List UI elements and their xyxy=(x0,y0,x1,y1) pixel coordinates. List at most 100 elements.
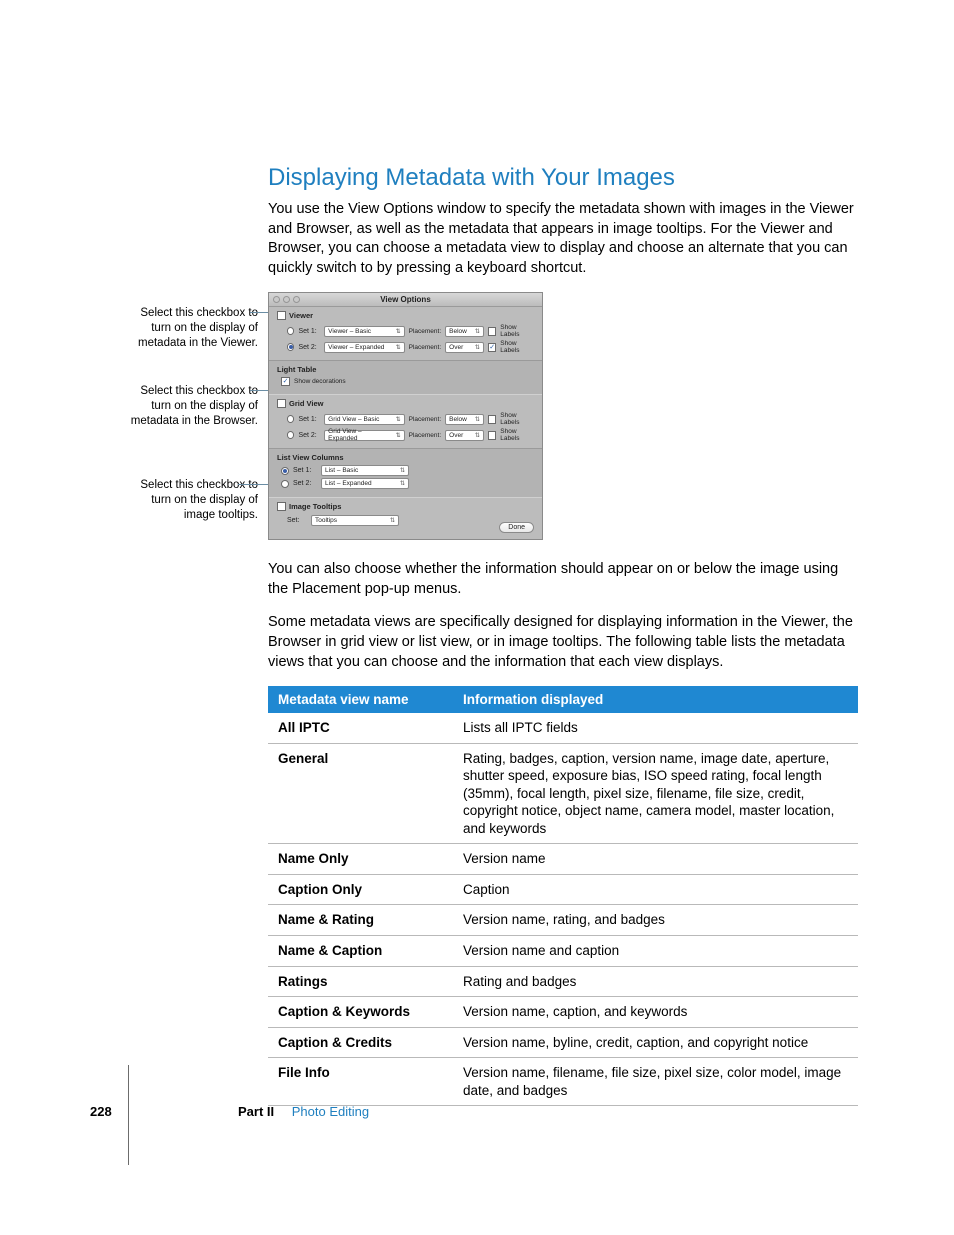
dropdown-value: Viewer – Basic xyxy=(328,328,371,335)
set-label: Set: xyxy=(287,517,307,524)
grid-placement1-dropdown[interactable]: Below⇅ xyxy=(445,414,484,425)
set1-label: Set 1: xyxy=(293,467,317,474)
metadata-view-info: Version name, filename, file size, pixel… xyxy=(453,1058,858,1106)
dropdown-value: Grid View – Basic xyxy=(328,416,379,423)
annotated-screenshot: Select this checkbox to turn on the disp… xyxy=(128,292,858,542)
list-set1-radio[interactable] xyxy=(281,467,289,475)
grid-showlabels2-checkbox[interactable] xyxy=(488,431,496,440)
tooltips-section-label: Image Tooltips xyxy=(289,502,341,511)
dropdown-value: Over xyxy=(449,432,463,439)
window-titlebar: View Options xyxy=(269,293,542,307)
viewer-set2-dropdown[interactable]: Viewer – Expanded⇅ xyxy=(324,342,404,353)
metadata-view-info: Version name xyxy=(453,844,858,875)
gridview-checkbox[interactable] xyxy=(277,399,286,408)
placement-label: Placement: xyxy=(409,416,442,423)
tooltips-checkbox[interactable] xyxy=(277,502,286,511)
viewer-set1-radio[interactable] xyxy=(287,327,294,335)
metadata-view-name: Name & Caption xyxy=(268,935,453,966)
metadata-view-name: All IPTC xyxy=(268,713,453,743)
callout-line xyxy=(238,484,272,485)
dropdown-value: List – Basic xyxy=(325,467,358,474)
callout-viewer: Select this checkbox to turn on the disp… xyxy=(128,306,258,351)
dropdown-value: Tooltips xyxy=(315,517,337,524)
gridview-section-label: Grid View xyxy=(289,399,323,408)
callout-browser: Select this checkbox to turn on the disp… xyxy=(128,384,258,429)
paragraph-placement: You can also choose whether the informat… xyxy=(268,560,858,599)
metadata-view-name: General xyxy=(268,743,453,844)
metadata-view-name: File Info xyxy=(268,1058,453,1106)
showlabels-label: Show Labels xyxy=(500,428,534,442)
placement-label: Placement: xyxy=(409,328,442,335)
table-row: Caption OnlyCaption xyxy=(268,874,858,905)
metadata-view-info: Version name, caption, and keywords xyxy=(453,997,858,1028)
viewer-placement1-dropdown[interactable]: Below⇅ xyxy=(445,326,484,337)
set2-label: Set 2: xyxy=(298,344,320,351)
window-title: View Options xyxy=(380,295,431,304)
show-decorations-checkbox[interactable]: ✓ xyxy=(281,377,290,386)
footer-part: Part II xyxy=(238,1104,274,1119)
table-row: Name OnlyVersion name xyxy=(268,844,858,875)
viewer-showlabels1-checkbox[interactable] xyxy=(488,327,496,336)
metadata-view-name: Ratings xyxy=(268,966,453,997)
showlabels-label: Show Labels xyxy=(500,324,534,338)
viewer-checkbox[interactable] xyxy=(277,311,286,320)
set2-label: Set 2: xyxy=(293,480,317,487)
dropdown-value: List – Expanded xyxy=(325,480,372,487)
page-heading: Displaying Metadata with Your Images xyxy=(268,164,858,192)
metadata-view-info: Lists all IPTC fields xyxy=(453,713,858,743)
placement-label: Placement: xyxy=(409,344,442,351)
table-row: Caption & KeywordsVersion name, caption,… xyxy=(268,997,858,1028)
set1-label: Set 1: xyxy=(298,328,320,335)
table-row: File InfoVersion name, filename, file si… xyxy=(268,1058,858,1106)
dropdown-value: Viewer – Expanded xyxy=(328,344,384,351)
metadata-view-info: Rating, badges, caption, version name, i… xyxy=(453,743,858,844)
show-decorations-label: Show decorations xyxy=(294,378,346,385)
grid-set2-radio[interactable] xyxy=(287,431,294,439)
table-row: All IPTCLists all IPTC fields xyxy=(268,713,858,743)
grid-placement2-dropdown[interactable]: Over⇅ xyxy=(445,430,484,441)
viewer-section-label: Viewer xyxy=(289,311,313,320)
grid-showlabels1-checkbox[interactable] xyxy=(488,415,496,424)
metadata-view-name: Name Only xyxy=(268,844,453,875)
list-set1-dropdown[interactable]: List – Basic⇅ xyxy=(321,465,409,476)
metadata-view-name: Caption Only xyxy=(268,874,453,905)
viewer-placement2-dropdown[interactable]: Over⇅ xyxy=(445,342,484,353)
page-number: 228 xyxy=(90,1104,130,1119)
grid-set1-dropdown[interactable]: Grid View – Basic⇅ xyxy=(324,414,404,425)
metadata-view-name: Caption & Credits xyxy=(268,1027,453,1058)
list-set2-dropdown[interactable]: List – Expanded⇅ xyxy=(321,478,409,489)
lighttable-label: Light Table xyxy=(277,365,534,374)
metadata-view-info: Rating and badges xyxy=(453,966,858,997)
metadata-view-name: Caption & Keywords xyxy=(268,997,453,1028)
traffic-lights[interactable] xyxy=(273,296,300,303)
view-options-window: View Options Viewer Set 1: Viewer – Basi… xyxy=(268,292,543,540)
table-header-info: Information displayed xyxy=(453,686,858,713)
footer-chapter: Photo Editing xyxy=(292,1104,369,1119)
grid-set1-radio[interactable] xyxy=(287,415,294,423)
metadata-view-info: Version name, byline, credit, caption, a… xyxy=(453,1027,858,1058)
viewer-set1-dropdown[interactable]: Viewer – Basic⇅ xyxy=(324,326,404,337)
done-button[interactable]: Done xyxy=(499,522,534,533)
tooltips-set-dropdown[interactable]: Tooltips⇅ xyxy=(311,515,399,526)
set1-label: Set 1: xyxy=(298,416,320,423)
placement-label: Placement: xyxy=(409,432,442,439)
showlabels-label: Show Labels xyxy=(500,340,534,354)
metadata-view-info: Version name and caption xyxy=(453,935,858,966)
table-header-name: Metadata view name xyxy=(268,686,453,713)
viewer-set2-radio[interactable] xyxy=(287,343,294,351)
page-footer: 228 Part II Photo Editing xyxy=(90,1104,369,1119)
viewer-showlabels2-checkbox[interactable]: ✓ xyxy=(488,343,496,352)
listview-label: List View Columns xyxy=(277,453,534,462)
paragraph-table-intro: Some metadata views are specifically des… xyxy=(268,613,858,672)
showlabels-label: Show Labels xyxy=(500,412,534,426)
dropdown-value: Grid View – Expanded xyxy=(328,428,392,442)
dropdown-value: Below xyxy=(449,416,467,423)
dropdown-value: Over xyxy=(449,344,463,351)
dropdown-value: Below xyxy=(449,328,467,335)
table-row: RatingsRating and badges xyxy=(268,966,858,997)
metadata-view-name: Name & Rating xyxy=(268,905,453,936)
list-set2-radio[interactable] xyxy=(281,480,289,488)
grid-set2-dropdown[interactable]: Grid View – Expanded⇅ xyxy=(324,430,404,441)
metadata-view-info: Version name, rating, and badges xyxy=(453,905,858,936)
set2-label: Set 2: xyxy=(298,432,320,439)
